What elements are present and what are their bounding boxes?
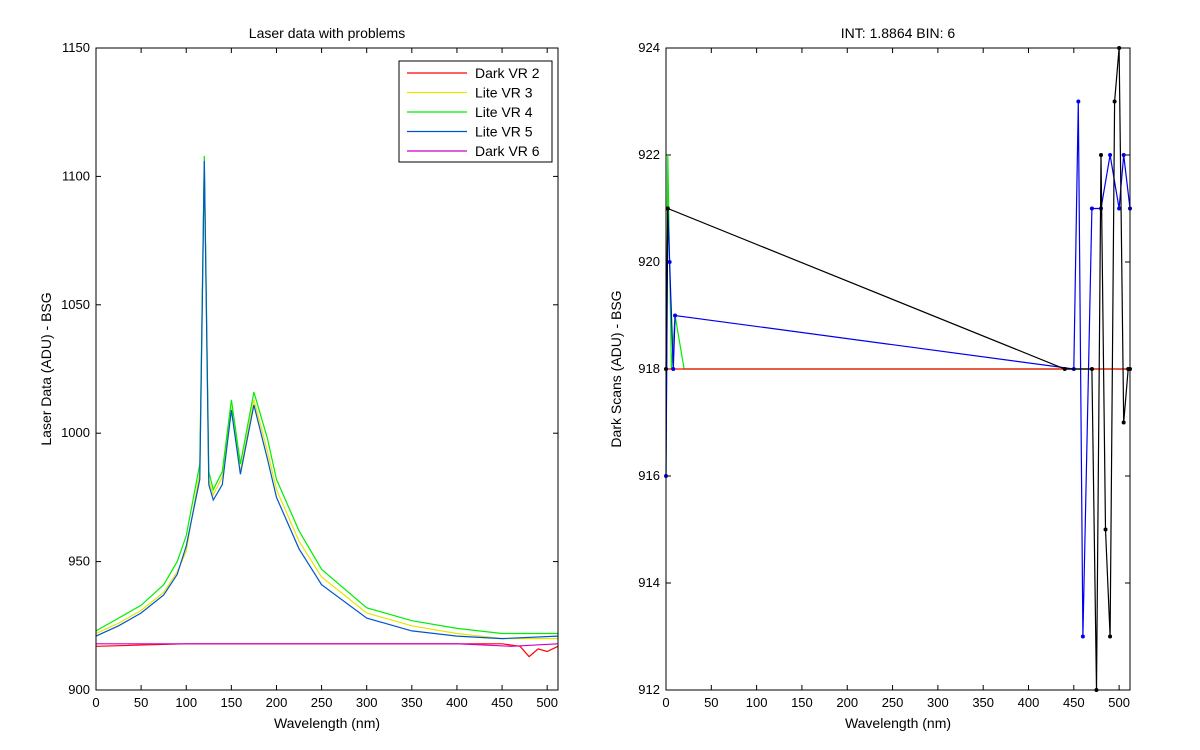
left-x-axis-label: Wavelength (nm) bbox=[274, 715, 380, 731]
right-series-point bbox=[673, 313, 678, 318]
left-x-tick-label: 200 bbox=[266, 695, 288, 710]
left-x-tick-label: 0 bbox=[92, 695, 99, 710]
left-y-tick-label: 900 bbox=[68, 682, 90, 697]
legend-label-dark-vr-2: Dark VR 2 bbox=[475, 65, 540, 81]
right-series-point bbox=[1121, 420, 1126, 425]
left-y-tick-label: 950 bbox=[68, 554, 90, 569]
left-x-tick-label: 500 bbox=[536, 695, 558, 710]
right-y-tick-label: 916 bbox=[638, 468, 660, 483]
right-series-point bbox=[1080, 634, 1085, 639]
left-chart-title: Laser data with problems bbox=[249, 25, 405, 41]
right-y-tick-label: 924 bbox=[638, 40, 660, 55]
left-series-line-lite-vr-3 bbox=[95, 163, 558, 640]
left-chart-panel: 0 50 100 150 200 250 300 350 400 450 500 900 950 1000… bbox=[38, 25, 559, 731]
right-y-axis-label: Dark Scans (ADU) - BSG bbox=[608, 290, 624, 447]
legend-label-dark-vr-6: Dark VR 6 bbox=[475, 143, 540, 159]
right-series-point bbox=[665, 206, 670, 211]
right-x-axis-label: Wavelength (nm) bbox=[845, 715, 951, 731]
left-x-tick-label: 250 bbox=[311, 695, 333, 710]
right-series-point bbox=[1089, 367, 1094, 371]
right-series-point bbox=[1103, 527, 1108, 532]
right-series-point bbox=[1121, 153, 1126, 157]
right-x-tick-label: 0 bbox=[662, 695, 669, 710]
right-series-point bbox=[671, 367, 676, 371]
left-x-tick-label: 450 bbox=[491, 695, 513, 710]
right-series-point bbox=[1112, 99, 1117, 104]
right-x-tick-label: 300 bbox=[927, 695, 949, 710]
right-x-tick-label: 50 bbox=[704, 695, 718, 710]
right-y-tick-label: 922 bbox=[638, 147, 660, 162]
left-y-tick-label: 1050 bbox=[61, 297, 90, 312]
left-x-tick-label: 50 bbox=[134, 695, 148, 710]
legend-label-lite-vr-4: Lite VR 4 bbox=[475, 104, 533, 120]
left-y-axis-label: Laser Data (ADU) - BSG bbox=[38, 292, 54, 445]
legend-label-lite-vr-3: Lite VR 3 bbox=[475, 85, 533, 101]
left-y-tick-label: 1100 bbox=[62, 168, 90, 183]
right-x-tick-label: 100 bbox=[746, 695, 768, 710]
left-x-tick-label: 150 bbox=[221, 695, 243, 710]
right-y-tick-label: 920 bbox=[638, 254, 660, 269]
left-series-line-dark-vr-6 bbox=[96, 643, 559, 647]
legend-label-lite-vr-5: Lite VR 5 bbox=[475, 124, 533, 140]
left-axes-frame bbox=[95, 47, 559, 691]
right-y-tick-label: 912 bbox=[638, 682, 660, 697]
right-series-point bbox=[1117, 206, 1122, 211]
right-series-point bbox=[1089, 206, 1094, 211]
right-x-tick-label: 200 bbox=[836, 695, 858, 710]
right-x-tick-label: 250 bbox=[882, 695, 904, 710]
right-series-point bbox=[1108, 634, 1113, 639]
right-series-point bbox=[1076, 99, 1081, 104]
right-chart-panel: 0 50 100 150 200 250 300 350 400 450 500 912 914 916 9… bbox=[608, 25, 1132, 731]
left-series-line-lite-vr-5 bbox=[95, 160, 559, 640]
left-series-line-lite-vr-4 bbox=[95, 155, 558, 635]
right-series-point bbox=[1099, 153, 1103, 157]
left-x-tick-label: 350 bbox=[401, 695, 423, 710]
right-x-tick-label: 150 bbox=[791, 695, 813, 710]
right-x-tick-label: 350 bbox=[972, 695, 994, 710]
left-y-tick-label: 1150 bbox=[62, 40, 90, 55]
right-x-tick-label: 450 bbox=[1063, 695, 1085, 710]
right-series-point bbox=[1062, 367, 1067, 371]
left-x-tick-label: 400 bbox=[446, 695, 468, 710]
right-x-tick-label: 500 bbox=[1108, 695, 1130, 710]
right-x-tick-label: 400 bbox=[1018, 695, 1040, 710]
right-chart-title: INT: 1.8864 BIN: 6 bbox=[841, 25, 956, 41]
right-series-point bbox=[1108, 153, 1113, 157]
left-x-tick-label: 300 bbox=[356, 695, 378, 710]
right-y-tick-label: 914 bbox=[638, 575, 660, 590]
right-y-tick-label: 918 bbox=[638, 361, 660, 376]
left-x-tick-label: 100 bbox=[175, 695, 197, 710]
right-axes-frame bbox=[665, 47, 1131, 691]
right-series-point bbox=[667, 260, 672, 264]
left-y-tick-label: 1000 bbox=[61, 425, 90, 440]
